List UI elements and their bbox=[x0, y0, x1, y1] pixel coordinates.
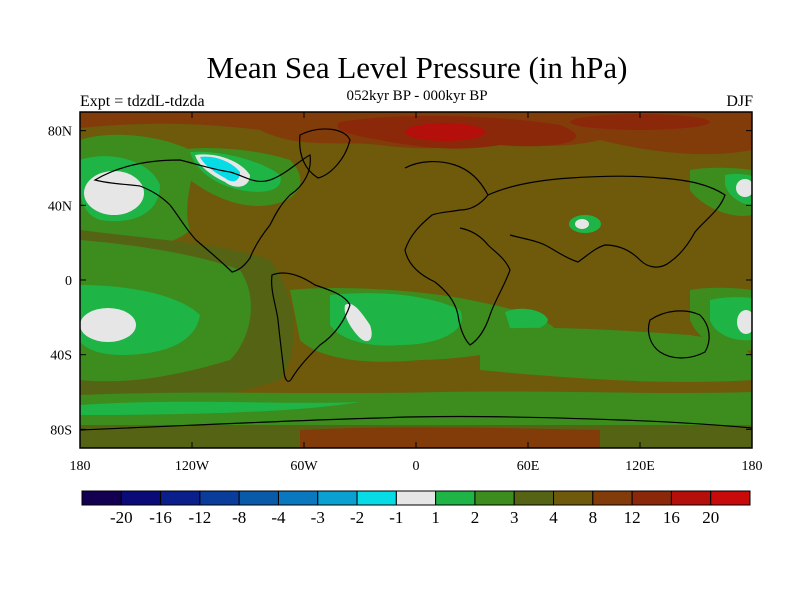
field-satlantic-min bbox=[344, 303, 372, 342]
map-subtitle: 052kyr BP - 000kyr BP bbox=[346, 88, 488, 104]
x-tick-label: 180 bbox=[70, 459, 91, 474]
field-arctic-max bbox=[405, 123, 485, 141]
y-tick-label: 40S bbox=[50, 349, 72, 364]
colorbar-label: 4 bbox=[549, 508, 558, 527]
colorbar-label: 2 bbox=[471, 508, 480, 527]
colorbar-swatch bbox=[631, 490, 672, 506]
x-tick-label: 0 bbox=[413, 459, 420, 474]
field-npacific-min bbox=[84, 171, 144, 215]
coast-south-america bbox=[271, 272, 351, 382]
colorbar-label: -8 bbox=[232, 508, 246, 527]
coast-greenland bbox=[299, 128, 351, 179]
field-southern-ocean bbox=[80, 391, 752, 430]
colorbar-label: -4 bbox=[271, 508, 286, 527]
y-tick-label: 80N bbox=[48, 125, 72, 140]
field-wpacific-min bbox=[736, 179, 752, 197]
colorbar-label: -20 bbox=[110, 508, 133, 527]
colorbar-swatch bbox=[277, 490, 319, 506]
experiment-label: Expt = tdzdL-tdzda bbox=[80, 93, 205, 110]
coastlines bbox=[80, 128, 752, 431]
coast-north-america bbox=[93, 154, 311, 273]
colorbar-label: 12 bbox=[624, 508, 641, 527]
colorbar-label: 1 bbox=[431, 508, 440, 527]
colorbar-swatch bbox=[474, 490, 515, 506]
season-label: DJF bbox=[726, 93, 753, 110]
field-antarctic-high bbox=[300, 427, 600, 448]
colorbar-label: 16 bbox=[663, 508, 680, 527]
y-tick-label: 80S bbox=[50, 423, 72, 438]
colorbar-swatch bbox=[710, 490, 751, 506]
colorbar-swatch bbox=[513, 490, 555, 506]
coast-australia bbox=[647, 310, 710, 359]
colorbar-swatch bbox=[356, 490, 397, 506]
colorbar-swatch bbox=[81, 490, 122, 506]
x-tick-label: 60W bbox=[290, 459, 318, 474]
colorbar-swatch bbox=[199, 490, 240, 506]
y-tick-label: 0 bbox=[65, 274, 72, 289]
map-plot-area bbox=[80, 112, 752, 448]
coast-antarctica bbox=[80, 415, 752, 431]
field-indian-green bbox=[505, 308, 548, 331]
colorbar-label: -3 bbox=[311, 508, 325, 527]
field-australia-min bbox=[737, 310, 752, 334]
colorbar-label: -2 bbox=[350, 508, 364, 527]
field-southern-green bbox=[80, 401, 360, 415]
colorbar: -20 -16 -12 -8 -4 -3 -2 -1 1 2 3 4 8 12 16 20 bbox=[81, 490, 751, 527]
colorbar-label: -16 bbox=[149, 508, 172, 527]
coast-asia bbox=[487, 175, 726, 268]
y-axis: 80N 40N 0 40S 80S bbox=[48, 125, 752, 438]
x-tick-label: 120W bbox=[175, 459, 210, 474]
field-siberia-high bbox=[570, 114, 710, 130]
colorbar-swatch bbox=[317, 490, 358, 506]
x-tick-label: 60E bbox=[517, 459, 540, 474]
colorbar-swatch bbox=[670, 490, 712, 506]
colorbar-label: -1 bbox=[389, 508, 403, 527]
field-tibet-min bbox=[575, 219, 589, 229]
field-sindian-low bbox=[480, 327, 752, 382]
colorbar-swatch bbox=[395, 490, 437, 506]
x-tick-label: 120E bbox=[625, 459, 655, 474]
colorbar-label: -12 bbox=[189, 508, 212, 527]
map-title: Mean Sea Level Pressure (in hPa) bbox=[206, 50, 628, 85]
y-tick-label: 40N bbox=[48, 199, 72, 214]
field-spacific-min bbox=[80, 308, 136, 342]
x-axis: 180 120W 60W 0 60E 120E 180 bbox=[70, 112, 763, 474]
colorbar-label: 20 bbox=[702, 508, 719, 527]
colorbar-swatch bbox=[238, 490, 279, 506]
colorbar-label: 8 bbox=[589, 508, 598, 527]
x-tick-label: 180 bbox=[742, 459, 763, 474]
field-hudson-cyan bbox=[200, 156, 240, 182]
colorbar-swatch bbox=[553, 490, 594, 506]
colorbar-label: 3 bbox=[510, 508, 519, 527]
colorbar-swatch bbox=[120, 490, 162, 506]
colorbar-swatch bbox=[160, 490, 201, 506]
colorbar-swatch bbox=[592, 490, 633, 506]
colorbar-swatch bbox=[435, 490, 476, 506]
